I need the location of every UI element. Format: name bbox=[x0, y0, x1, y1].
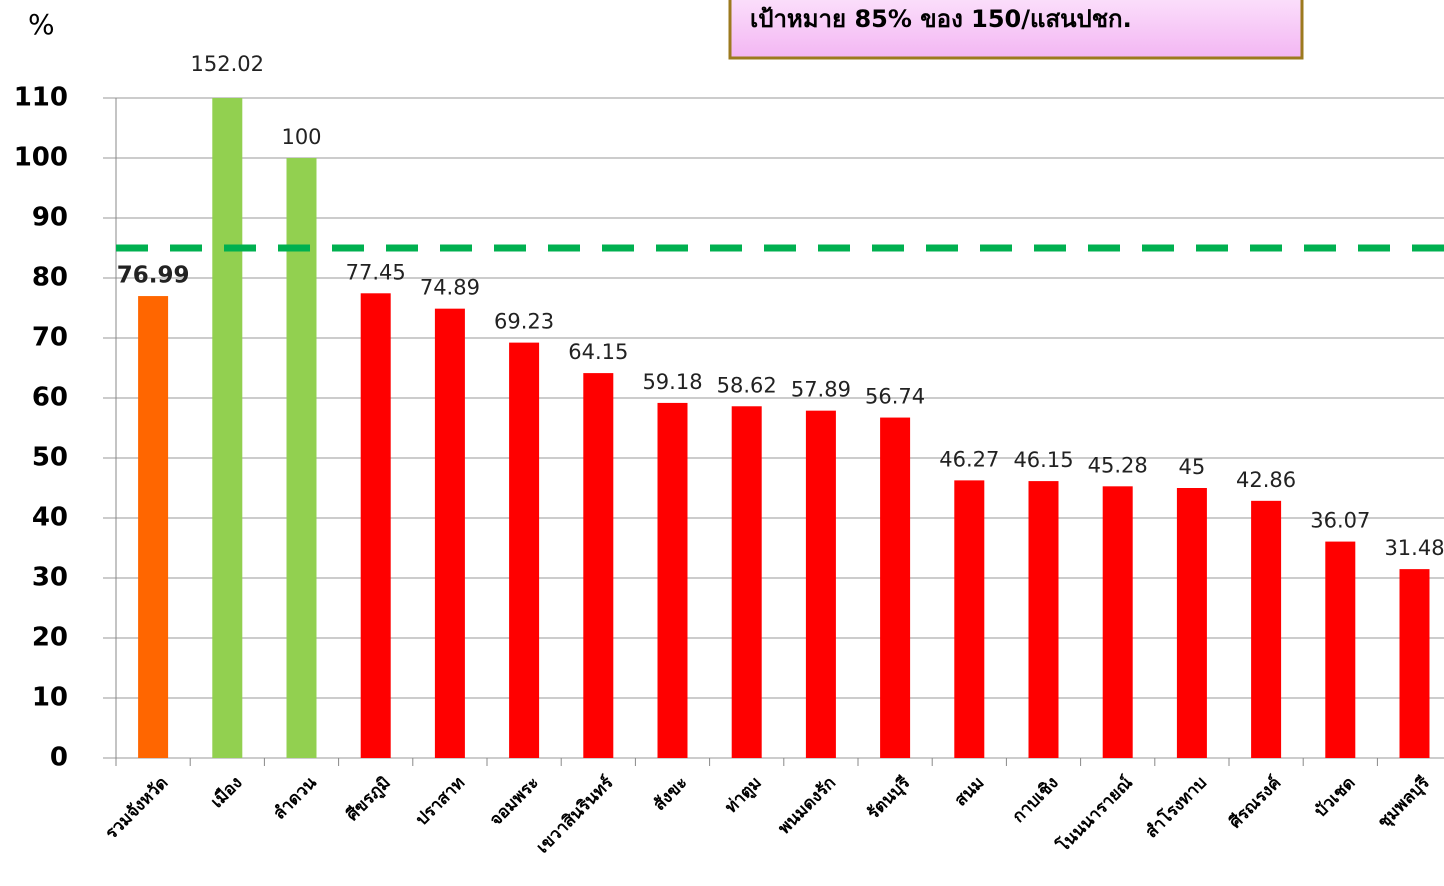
x-tick-label: รัตนบุรี bbox=[863, 772, 915, 824]
value-label: 45 bbox=[1179, 455, 1206, 479]
bar bbox=[138, 296, 169, 758]
x-tick-label: ปราสาท bbox=[412, 773, 469, 830]
bar bbox=[1325, 541, 1356, 758]
x-tick-label: รวมจังหวัด bbox=[102, 773, 173, 844]
x-tick-label: ท่าตูม bbox=[721, 773, 766, 818]
y-tick-label: 50 bbox=[32, 443, 68, 473]
value-label: 31.48 bbox=[1384, 536, 1444, 560]
x-tick-label: เมือง bbox=[206, 772, 246, 812]
x-tick-label: ศีขรภูมิ bbox=[342, 772, 396, 826]
bar bbox=[1251, 500, 1282, 758]
y-tick-label: 40 bbox=[32, 503, 68, 533]
bar bbox=[954, 480, 985, 758]
y-tick-label: 70 bbox=[32, 323, 68, 353]
bar bbox=[583, 373, 614, 758]
bar bbox=[360, 293, 391, 758]
bar bbox=[1028, 481, 1059, 758]
value-label: 100 bbox=[281, 125, 321, 149]
bar bbox=[1102, 486, 1133, 758]
value-label: 152.02 bbox=[191, 52, 264, 76]
x-tick-label: โนนนารายณ์ bbox=[1052, 772, 1137, 857]
x-tick-label: จอมพระ bbox=[486, 773, 543, 830]
y-tick-label: 100 bbox=[14, 143, 68, 173]
value-label: 57.89 bbox=[791, 378, 851, 402]
value-label: 69.23 bbox=[494, 310, 554, 334]
y-tick-label: 90 bbox=[32, 203, 68, 233]
value-label: 77.45 bbox=[346, 260, 406, 284]
value-label: 59.18 bbox=[642, 370, 702, 394]
y-tick-label: 80 bbox=[32, 263, 68, 293]
y-tick-label: 110 bbox=[14, 83, 68, 113]
value-label: 45.28 bbox=[1088, 453, 1148, 477]
y-tick-label: 20 bbox=[32, 623, 68, 653]
y-tick-label: 0 bbox=[50, 743, 68, 773]
bar bbox=[509, 342, 540, 758]
value-label: 76.99 bbox=[117, 263, 190, 289]
x-tick-label: สังขะ bbox=[650, 773, 692, 815]
x-tick-label: กาบเชิง bbox=[1009, 773, 1063, 827]
value-label: 46.15 bbox=[1013, 448, 1073, 472]
value-label: 74.89 bbox=[420, 276, 480, 300]
y-tick-label: 10 bbox=[32, 683, 68, 713]
x-tick-label: ลำดวน bbox=[270, 773, 321, 824]
bar bbox=[805, 410, 836, 758]
x-tick-label: บัวเชด bbox=[1311, 773, 1360, 822]
x-tick-label: พนมดงรัก bbox=[774, 773, 840, 839]
x-tick-label: เขวาสินรินทร์ bbox=[532, 772, 618, 858]
annotation: เป้าหมาย 85% ของ 150/แสนปชก. bbox=[750, 5, 1132, 33]
x-tick-label: สำโรงทาบ bbox=[1141, 772, 1211, 842]
bar bbox=[731, 406, 762, 758]
y-tick-label: 60 bbox=[32, 383, 68, 413]
bar bbox=[880, 417, 911, 758]
y-tick-label: 30 bbox=[32, 563, 68, 593]
value-label: 58.62 bbox=[717, 373, 777, 397]
bar bbox=[286, 158, 317, 758]
x-tick-label: ศีรณรงค์ bbox=[1225, 772, 1285, 832]
value-label: 42.86 bbox=[1236, 468, 1296, 492]
x-tick-label: ชุมพลบุรี bbox=[1373, 772, 1434, 833]
x-tick-label: สนม bbox=[951, 773, 989, 811]
value-label: 36.07 bbox=[1310, 509, 1370, 533]
bar bbox=[1176, 488, 1207, 758]
bar bbox=[657, 402, 688, 758]
annotation-box bbox=[728, 0, 1304, 60]
y-axis-label: % bbox=[28, 8, 55, 41]
value-label: 56.74 bbox=[865, 385, 925, 409]
bar bbox=[1399, 569, 1430, 758]
value-label: 64.15 bbox=[568, 340, 628, 364]
bar bbox=[212, 98, 243, 758]
value-label: 46.27 bbox=[939, 447, 999, 471]
bar bbox=[434, 308, 465, 758]
